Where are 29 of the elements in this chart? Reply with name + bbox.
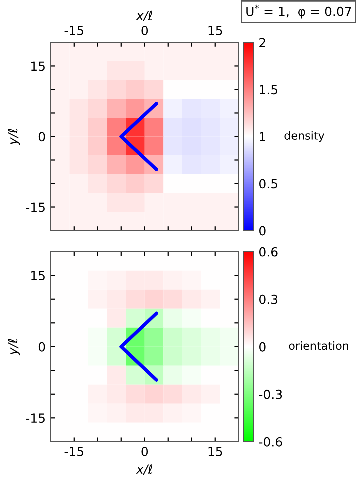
x-tick-label: -15	[64, 26, 84, 36]
x-tick-label: 0	[142, 26, 148, 36]
x-tick-label: 15	[208, 447, 222, 456]
y-tick-label: 15	[32, 62, 45, 72]
x-tick-label: 15	[208, 26, 222, 36]
x-axis-title: x/ℓ	[136, 10, 153, 22]
y-axis-title: y/ℓ	[8, 129, 20, 146]
y-tick-label: -15	[26, 414, 45, 424]
color-bar-label: 0.3	[260, 294, 278, 304]
color-bar-title: density	[284, 131, 325, 142]
x-axis-title: x/ℓ	[136, 464, 153, 476]
color-bar-label: 1.5	[260, 85, 278, 95]
x-tick-label: 0	[142, 446, 148, 456]
y-tick-label: -15	[26, 202, 45, 212]
color-bar-label: 2	[260, 38, 266, 48]
color-bar-label: -0.6	[259, 437, 282, 447]
color-bar-label: -0.3	[259, 390, 282, 400]
y-tick-label: 15	[32, 271, 45, 281]
color-bar-label: 1	[260, 132, 266, 142]
y-axis-title: y/ℓ	[8, 339, 20, 356]
x-tick-label: -15	[64, 447, 84, 456]
y-tick-label: 0	[38, 342, 46, 352]
color-bar-label: 0.6	[260, 247, 278, 257]
color-bar-label: 0	[260, 342, 266, 352]
y-tick-label: 0	[38, 132, 46, 142]
color-bar-label: 0	[260, 226, 266, 236]
color-bar-label: 0.5	[260, 179, 278, 189]
color-bar-title: orientation	[289, 342, 348, 350]
text: U$^{*}$ = 1, φ = 0.07	[246, 4, 352, 19]
